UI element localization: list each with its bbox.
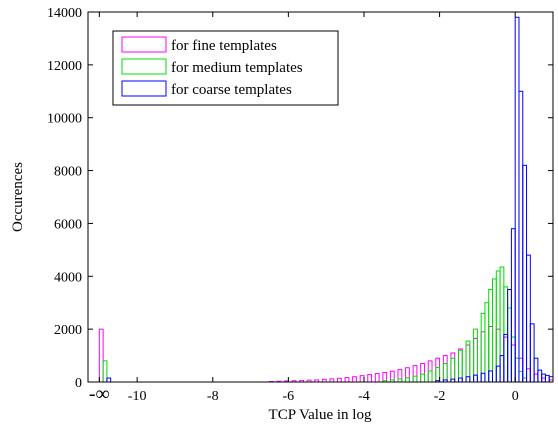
y-tick-label: 10000 <box>47 112 82 127</box>
histogram-bar <box>480 331 486 383</box>
histogram-bar <box>488 289 494 383</box>
histogram-bar <box>450 352 456 383</box>
y-tick-label: 4000 <box>54 270 82 285</box>
histogram-bar <box>359 375 365 383</box>
x-tick-label: -6 <box>283 389 295 404</box>
histogram-bar <box>420 363 425 383</box>
histogram-bar <box>503 333 509 383</box>
histogram-bar <box>526 254 531 383</box>
histogram-bar <box>374 373 380 383</box>
histogram-bar <box>488 370 494 383</box>
histogram-bar <box>518 90 524 383</box>
histogram-bar <box>529 323 535 383</box>
y-tick-label: 2000 <box>54 323 82 338</box>
y-tick-label: 6000 <box>54 217 82 232</box>
x-axis-label: TCP Value in log <box>269 407 372 423</box>
legend-box <box>112 30 339 106</box>
histogram-bar <box>514 357 520 383</box>
legend-label: for fine templates <box>171 38 277 54</box>
histogram-bar <box>526 368 531 383</box>
histogram-bar <box>518 357 524 383</box>
y-axis: 0 2000 4000 6000 8000 10000 12000 14000 <box>47 6 553 391</box>
histogram-bar <box>412 375 418 383</box>
histogram-bar <box>450 357 456 383</box>
histogram-bar <box>499 266 505 383</box>
histogram-bar <box>344 377 350 383</box>
histogram-bar <box>484 302 490 383</box>
histogram-bar <box>405 367 410 383</box>
histogram-bar <box>457 349 463 383</box>
histogram-bar <box>465 340 471 383</box>
histogram-bar <box>495 270 501 383</box>
histogram-bar <box>480 372 486 383</box>
histogram-bar <box>442 363 448 383</box>
histogram-bar <box>427 360 433 383</box>
y-tick-label: 12000 <box>47 59 82 74</box>
histogram-bar <box>492 278 497 383</box>
x-tick-label: -4 <box>358 389 370 404</box>
histogram-bar <box>457 377 463 383</box>
x-tick-label: -8 <box>207 389 219 404</box>
legend-label: for medium templates <box>171 60 303 76</box>
x-tick-label: -10 <box>128 389 147 404</box>
series-bars-2 <box>102 266 528 383</box>
y-tick-label: 0 <box>75 376 82 391</box>
histogram-bar <box>488 326 494 383</box>
histogram-bar <box>518 370 524 383</box>
histogram-bar <box>405 377 410 383</box>
legend-swatch <box>121 80 167 97</box>
histogram-bar <box>102 360 108 383</box>
histogram-bar <box>435 366 441 383</box>
y-tick-label: 8000 <box>54 165 82 180</box>
y-tick-label: 14000 <box>47 6 82 21</box>
histogram-bar <box>473 328 478 383</box>
histogram-bar <box>522 377 528 383</box>
histogram-bar <box>442 355 448 383</box>
histogram-bar <box>480 312 486 383</box>
histogram-bar <box>503 336 509 383</box>
histogram-bar <box>548 376 554 383</box>
histogram-bar <box>435 357 441 383</box>
histogram-bar <box>510 336 516 383</box>
histogram-bar <box>541 377 546 383</box>
histogram-bar <box>499 355 505 383</box>
x-tick-label: 0 <box>512 389 519 404</box>
plot-frame <box>87 11 554 383</box>
histogram-bar <box>522 164 528 383</box>
histogram-bar <box>420 373 425 383</box>
histogram-bar <box>495 365 501 383</box>
legend: for fine templates for medium templates fo… <box>112 30 339 106</box>
histogram-bar <box>412 365 418 383</box>
histogram-bar <box>507 307 512 383</box>
legend-label: for coarse templates <box>171 82 292 98</box>
y-axis-label: Occurences <box>10 162 26 232</box>
x-axis: -∞ -10 -8 -6 -4 -2 0 <box>89 12 519 405</box>
legend-swatch <box>121 58 167 75</box>
histogram-bar <box>510 228 516 383</box>
histogram-bar <box>427 370 433 383</box>
histogram-bar <box>367 374 373 383</box>
histogram-bar <box>397 369 403 383</box>
histogram-bar <box>98 328 104 383</box>
histogram-bar <box>510 344 516 383</box>
histogram-bar <box>495 328 501 383</box>
histogram-bar <box>337 377 342 383</box>
legend-swatch <box>121 36 167 53</box>
histogram-bar <box>473 374 478 383</box>
histogram-bar <box>106 377 112 383</box>
histogram-bar <box>544 374 550 383</box>
x-tick-label: -∞ <box>89 383 110 405</box>
x-tick-label: -2 <box>434 389 446 404</box>
histogram-bar <box>507 289 512 383</box>
histogram-bar <box>533 357 539 383</box>
histogram-bar <box>537 369 543 383</box>
histogram-bar <box>352 376 357 383</box>
histogram-bar <box>457 348 463 383</box>
histogram-bar <box>465 376 471 383</box>
histogram-bar <box>533 373 539 383</box>
histogram-bar <box>514 16 520 383</box>
